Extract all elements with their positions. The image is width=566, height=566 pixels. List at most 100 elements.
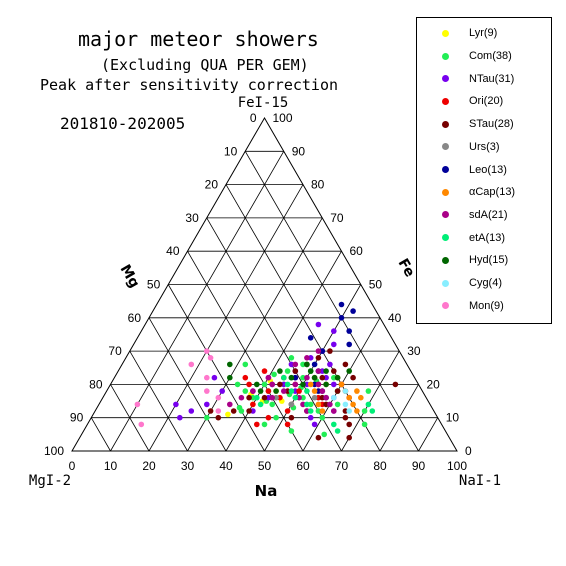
- data-point: [346, 341, 353, 348]
- data-point: [315, 381, 322, 388]
- data-point: [342, 388, 349, 394]
- data-point: [319, 414, 326, 421]
- data-point: [338, 315, 345, 321]
- data-point: [361, 421, 368, 428]
- data-point: [338, 381, 345, 388]
- data-point: [315, 368, 322, 374]
- data-points: [134, 301, 399, 441]
- data-point: [319, 374, 326, 381]
- legend-label: NTau(31): [469, 72, 515, 85]
- data-point: [319, 348, 326, 354]
- data-point: [230, 408, 237, 414]
- legend-label: Urs(3): [469, 140, 500, 153]
- data-point: [323, 368, 329, 374]
- data-point: [257, 388, 264, 394]
- data-point: [354, 408, 360, 414]
- data-point: [327, 348, 333, 354]
- data-point: [273, 388, 279, 394]
- data-point: [234, 381, 241, 388]
- data-point: [365, 388, 372, 394]
- na-tick-label: 30: [181, 459, 195, 473]
- legend-item: etA(13): [417, 226, 551, 249]
- data-point: [307, 335, 314, 341]
- chart-subtitle-2: Peak after sensitivity correction: [40, 76, 339, 94]
- data-point: [331, 328, 337, 334]
- data-point: [261, 421, 268, 428]
- legend-marker: [442, 211, 449, 219]
- data-point: [346, 421, 353, 428]
- data-point: [331, 408, 337, 414]
- data-point: [250, 388, 256, 394]
- na-tick-label: 100: [447, 459, 467, 473]
- legend: Lyr(9) Com(38) NTau(31) Ori(20) STau(28) Urs(…: [416, 17, 552, 324]
- grid-line: [148, 317, 227, 452]
- data-point: [304, 355, 310, 361]
- legend-item: Mon(9): [417, 294, 551, 317]
- data-point: [304, 388, 310, 394]
- data-point: [315, 321, 322, 328]
- mg-tick-label: 50: [147, 278, 161, 292]
- legend-item: αCap(13): [417, 181, 551, 204]
- mg-tick-label: 100: [44, 444, 64, 458]
- na-tick-label: 20: [142, 459, 156, 473]
- data-point: [369, 408, 376, 414]
- mg-tick-label: 70: [108, 344, 122, 358]
- data-point: [331, 341, 337, 348]
- data-point: [261, 394, 268, 401]
- data-point: [292, 368, 299, 374]
- legend-label: Com(38): [469, 50, 512, 63]
- data-point: [350, 374, 356, 381]
- data-point: [334, 401, 341, 408]
- legend-item: Urs(3): [417, 136, 551, 159]
- data-point: [215, 408, 222, 414]
- data-point: [315, 348, 322, 354]
- data-point: [315, 401, 322, 408]
- date-range: 201810-202005: [60, 114, 186, 133]
- data-point: [277, 381, 283, 388]
- data-point: [207, 355, 214, 361]
- data-point: [311, 388, 318, 394]
- na-tick-label: 50: [258, 459, 272, 473]
- data-point: [315, 408, 322, 414]
- legend-label: αCap(13): [469, 186, 516, 199]
- data-point: [307, 381, 314, 388]
- data-point: [261, 381, 268, 388]
- grid-line: [244, 151, 419, 452]
- data-point: [236, 404, 243, 411]
- data-point: [307, 408, 314, 414]
- na-tick-label: 10: [104, 459, 118, 473]
- legend-item: Ori(20): [417, 90, 551, 113]
- data-point: [292, 374, 299, 381]
- data-point: [331, 421, 337, 428]
- data-point: [134, 401, 141, 408]
- fe-tick-label: 50: [369, 278, 383, 292]
- na-tick-label: 40: [219, 459, 233, 473]
- legend-label: etA(13): [469, 231, 506, 244]
- legend-label: Hyd(15): [469, 254, 509, 267]
- mg-tick-label: 10: [224, 144, 238, 158]
- data-point: [204, 374, 210, 381]
- data-point: [342, 401, 349, 408]
- data-point: [358, 394, 364, 401]
- data-point: [288, 428, 295, 434]
- legend-label: Ori(20): [469, 95, 504, 108]
- data-point: [253, 421, 260, 428]
- legend-item: Leo(13): [417, 158, 551, 181]
- legend-label: Mon(9): [469, 299, 504, 312]
- data-point: [257, 401, 264, 408]
- fe-tick-label: 20: [427, 377, 441, 391]
- legend-item: STau(28): [417, 113, 551, 136]
- data-point: [265, 414, 272, 421]
- fe-tick-label: 30: [407, 344, 421, 358]
- data-point: [331, 381, 337, 388]
- na-axis-label: Na: [255, 482, 278, 500]
- data-point: [307, 414, 314, 421]
- data-point: [138, 421, 145, 428]
- fe-tick-label: 100: [273, 111, 293, 125]
- data-point: [246, 381, 252, 388]
- data-point: [311, 374, 318, 381]
- legend-marker: [442, 97, 449, 105]
- data-point: [361, 408, 368, 414]
- data-point: [334, 374, 341, 381]
